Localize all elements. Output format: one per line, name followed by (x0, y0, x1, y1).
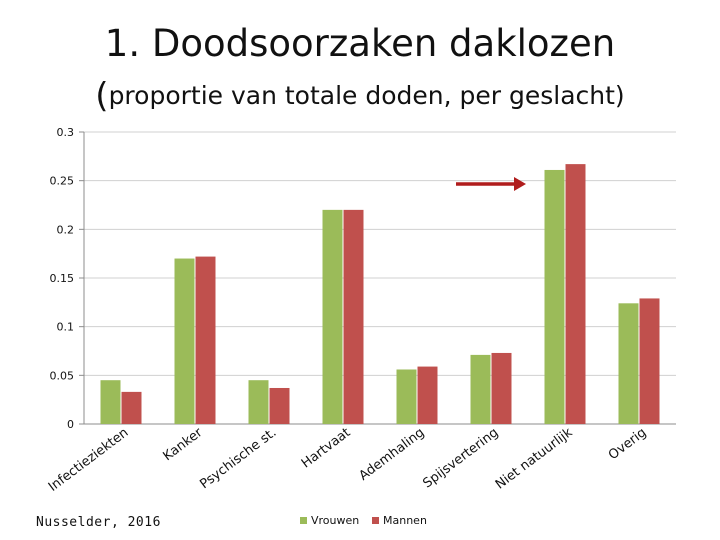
x-tick-label: Niet natuurlijk (493, 425, 576, 493)
bar-mannen (491, 352, 512, 424)
subtitle-paren: ( (95, 76, 109, 116)
legend-label-vrouwen: Vrouwen (311, 514, 359, 527)
y-tick-label: 0 (67, 418, 74, 431)
chart-title: 1. Doodsoorzaken daklozen (104, 22, 616, 65)
x-tick-label: Psychische st. (197, 425, 279, 492)
y-tick-label: 0.3 (57, 126, 75, 139)
x-tick-label: Ademhaling (356, 425, 427, 484)
chart-subtitle: (proportie van totale doden, per geslach… (0, 76, 720, 116)
bar-vrouwen (174, 258, 195, 424)
bar-vrouwen (396, 369, 417, 424)
y-tick-label: 0.25 (50, 175, 75, 188)
bar-mannen (121, 391, 142, 424)
bar-vrouwen (470, 354, 491, 424)
subtitle-text: proportie van totale doden, per geslacht… (108, 81, 625, 110)
bar-vrouwen (544, 169, 565, 424)
y-tick-label: 0.1 (57, 321, 75, 334)
x-tick-label: Spijsvertering (420, 425, 501, 491)
legend-label-mannen: Mannen (383, 514, 427, 527)
y-tick-label: 0.2 (57, 223, 75, 236)
x-tick-label: Hartvaat (299, 425, 353, 471)
legend-swatch-vrouwen (300, 517, 307, 524)
bar-mannen (639, 298, 660, 424)
x-tick-label: Infectieziekten (46, 425, 132, 495)
x-tick-label: Kanker (161, 425, 206, 464)
bar-mannen (343, 209, 364, 424)
bar-mannen (195, 256, 216, 424)
bar-vrouwen (322, 209, 343, 424)
source-note: Nusselder, 2016 (36, 515, 161, 530)
bar-vrouwen (618, 303, 639, 424)
y-tick-label: 0.15 (50, 272, 75, 285)
bar-mannen (417, 366, 438, 424)
y-tick-label: 0.05 (50, 369, 75, 382)
legend-swatch-mannen (372, 517, 379, 524)
bar-vrouwen (100, 380, 121, 424)
bar-mannen (269, 387, 290, 424)
bar-vrouwen (248, 380, 269, 424)
x-tick-label: Overig (606, 425, 649, 463)
bar-mannen (565, 164, 586, 424)
annotation-arrowhead (514, 177, 526, 191)
